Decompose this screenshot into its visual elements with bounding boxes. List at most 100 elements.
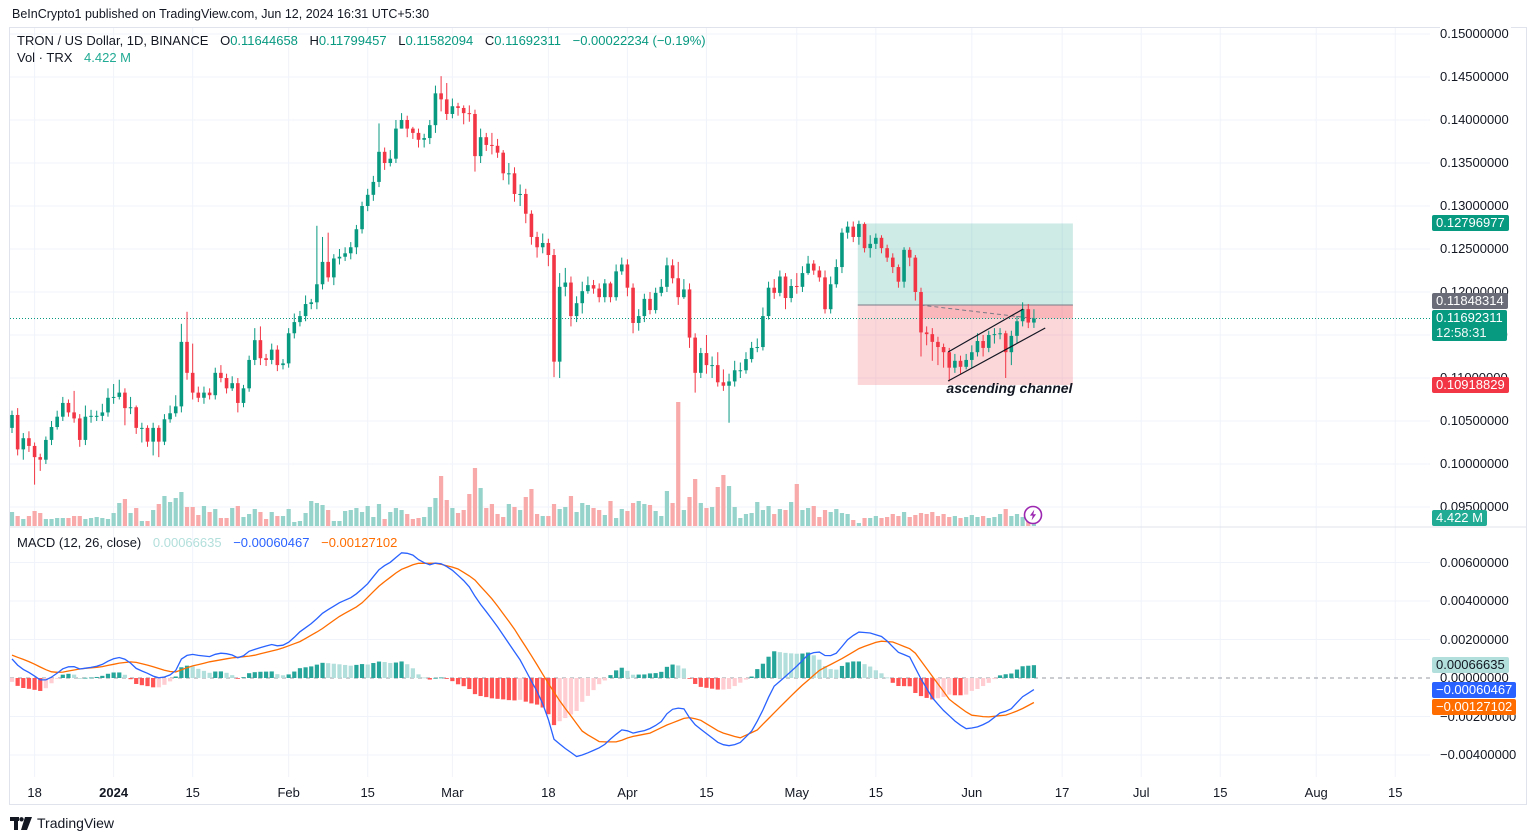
macd-histogram-bar	[416, 674, 421, 678]
channel-annotation[interactable]: ascending channel	[946, 380, 1073, 397]
volume-bar	[173, 498, 178, 526]
volume-title[interactable]: Vol · TRX	[17, 50, 73, 65]
volume-bar	[247, 514, 252, 526]
target-zone[interactable]	[857, 223, 1073, 306]
macd-histogram-bar	[326, 663, 331, 678]
macd-histogram-bar	[263, 671, 269, 678]
candle-body	[772, 287, 777, 293]
volume-bar	[201, 506, 207, 526]
candle-body	[348, 247, 353, 254]
candle-body	[992, 334, 997, 336]
price-badge-target: 0.12796977	[1432, 215, 1509, 232]
volume-bar	[156, 504, 161, 526]
channel-lower-line[interactable]	[947, 327, 1046, 382]
macd-histogram-bar	[1009, 673, 1014, 678]
macd-histogram-bar	[427, 678, 432, 680]
macd-histogram-bar	[213, 671, 218, 678]
candle-body	[365, 194, 370, 206]
macd-axis-label: 0.00200000	[1440, 631, 1511, 648]
macd-histogram-bar	[343, 664, 348, 678]
macd-histogram-bar	[630, 674, 636, 678]
volume-bar	[32, 511, 37, 526]
volume-bar	[890, 514, 895, 526]
macd-signal-value: −0.00127102	[321, 535, 398, 550]
macd-histogram-bar	[184, 665, 190, 678]
candle-body	[569, 282, 573, 317]
macd-histogram-bar	[856, 661, 861, 678]
volume-bar	[26, 516, 32, 526]
candle-body	[371, 181, 376, 195]
candle-body	[89, 415, 93, 417]
candle-body	[224, 378, 229, 389]
price-badge-last: 0.11692311 12:58:31	[1432, 310, 1507, 342]
candlestick-series	[10, 76, 1430, 485]
macd-histogram-bar	[382, 662, 387, 678]
candle-body	[151, 427, 155, 442]
time-axis-label: Mar	[441, 785, 464, 800]
volume-bar	[822, 510, 828, 526]
ohlc-open: O0.11644658	[220, 33, 298, 48]
macd-histogram-bar	[128, 678, 133, 680]
symbol-title[interactable]: TRON / US Dollar, 1D, BINANCE	[17, 33, 209, 48]
macd-histogram-bar	[484, 678, 489, 698]
candle-body	[44, 439, 48, 460]
volume-bar	[839, 513, 845, 526]
candle-body	[896, 267, 901, 282]
volume-bar	[179, 492, 184, 526]
candle-body	[354, 229, 359, 248]
volume-bar	[269, 512, 274, 526]
macd-histogram-bar	[512, 678, 517, 701]
macd-histogram-bar	[100, 675, 105, 678]
drawings-layer[interactable]	[947, 308, 1046, 382]
candle-body	[61, 402, 65, 417]
candle-body	[10, 414, 14, 428]
macd-histogram-bar	[320, 662, 325, 678]
candle-body	[94, 415, 99, 417]
candle-body	[715, 365, 720, 383]
candle-body	[241, 388, 246, 403]
tradingview-logo-icon[interactable]	[10, 816, 32, 830]
candle-body	[399, 120, 404, 129]
macd-histogram-bar	[269, 671, 274, 678]
candle-body	[834, 267, 839, 285]
macd-histogram-bar	[901, 678, 907, 687]
candle-body	[456, 106, 460, 108]
macd-histogram-bar	[975, 678, 980, 689]
macd-histogram-bar	[405, 664, 410, 678]
macd-histogram-bar	[314, 664, 319, 678]
macd-histogram-bar	[433, 677, 438, 679]
macd-histogram-bar	[489, 678, 495, 699]
volume-bar	[693, 479, 698, 526]
volume-bar	[15, 516, 20, 526]
macd-histogram-bar	[43, 678, 48, 689]
candle-body	[890, 257, 895, 268]
candle-body	[247, 359, 251, 389]
channel-upper-line[interactable]	[947, 308, 1024, 353]
price-badge-volume: 4.422 M	[1432, 510, 1487, 526]
footer-brand[interactable]: TradingView	[37, 815, 115, 831]
candle-body	[236, 383, 240, 403]
macd-axis-label: 0.00400000	[1440, 593, 1511, 609]
candle-body	[128, 407, 133, 409]
time-axis-label: Jun	[961, 785, 983, 800]
candle-body	[478, 137, 483, 157]
macd-histogram-bar	[60, 674, 65, 678]
macd-histogram-bar	[721, 678, 726, 690]
macd-histogram-bar	[478, 678, 483, 697]
events-button[interactable]	[1023, 505, 1043, 525]
macd-histogram-bar	[890, 678, 895, 683]
macd-histogram-bar	[997, 675, 1003, 678]
time-axis-label: Apr	[617, 785, 638, 800]
macd-histogram-bar	[546, 678, 551, 715]
candle-body	[303, 304, 308, 317]
volume-bar	[772, 514, 777, 526]
macd-title[interactable]: MACD (12, 26, close)	[17, 535, 142, 550]
macd-histogram-bar	[179, 667, 184, 678]
ohlc-close: C0.11692311	[484, 33, 561, 48]
volume-bar	[715, 487, 720, 526]
candle-body	[727, 381, 731, 386]
volume-bar	[506, 504, 511, 526]
candle-body	[264, 358, 268, 360]
volume-bar	[167, 502, 173, 526]
